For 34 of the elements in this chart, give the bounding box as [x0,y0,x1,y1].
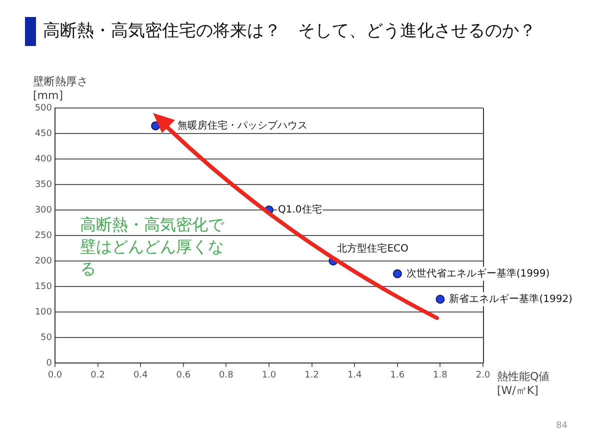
x-tick-label: 1.0 [262,370,276,381]
point [436,294,445,304]
x-tick-label: 1.4 [347,370,362,381]
y-tick-label: 250 [34,230,52,241]
y-tick-label: 500 [34,103,52,114]
x-tick-label: 0.0 [48,370,62,381]
annotation: Q1.0住宅 [278,204,322,216]
y-tick-label: 100 [34,307,52,318]
text: 84 [556,421,568,431]
x-tick-label: 1.2 [304,370,319,381]
y-tick-label: 450 [34,128,52,139]
y-tick-label: 350 [34,180,52,190]
y-tick-label: 50 [40,332,52,343]
x-tick-label: 1.6 [390,370,405,381]
annotation: 無暖房住宅・パッシブハウス [178,119,308,132]
y-tick-label: 200 [34,256,52,266]
x-tick-label: 0.2 [90,370,105,381]
y-tick-label: 300 [34,205,52,216]
x-axis-title: 熱性能Q値 [W/㎡K] [497,370,550,398]
x-tick-label: 1.8 [433,370,448,381]
y-tick-label: 400 [34,154,52,164]
annotation: 北方型住宅ECO [337,242,408,255]
y-tick-label: 0 [46,358,52,368]
x-tick-label: 2.0 [476,370,490,381]
y-axis-title: 壁断熱厚さ [mm] [33,75,88,103]
y-tick-label: 150 [34,282,52,292]
chart-title: 高断熱・高気密住宅の将来は？ そして、どう進化させるのか？ [43,20,536,42]
x-tick-label: 0.8 [219,370,234,381]
x-tick-label: 0.6 [176,370,191,381]
point [392,269,402,278]
annotation: 高断熱・高気密化で壁はどんどん厚くなる [80,214,226,280]
annotation: 次世代省エネルギー基準(1999) [406,267,550,280]
annotation: 新省エネルギー基準(1992) [449,292,573,305]
x-tick-label: 0.4 [133,370,148,381]
